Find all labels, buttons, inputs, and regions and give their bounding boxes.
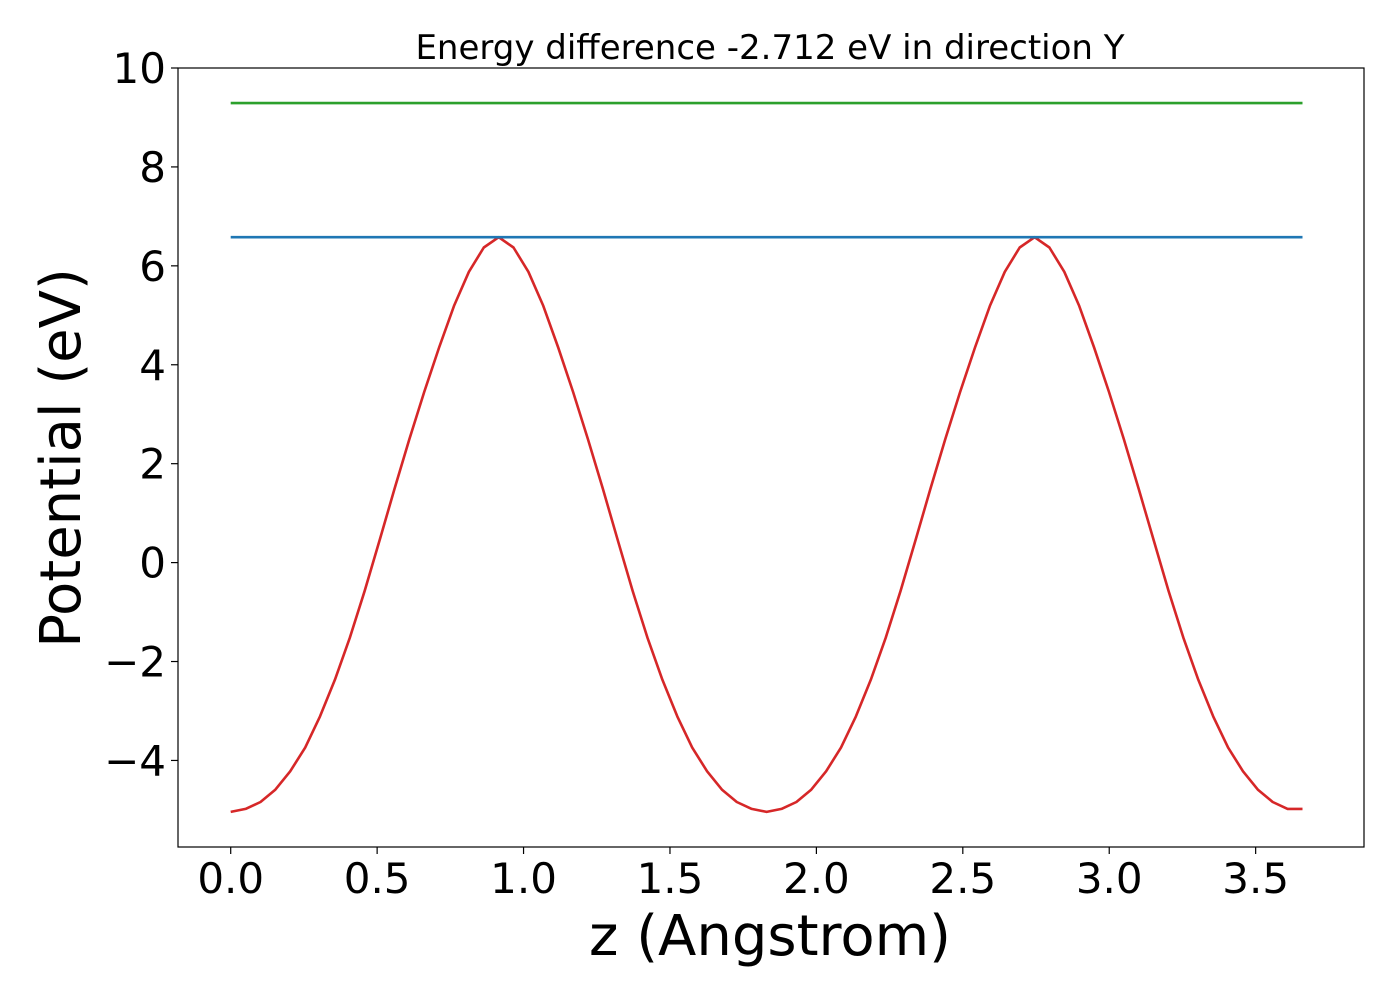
y-tick-label: 6 xyxy=(139,242,166,291)
x-tick-label: 2.0 xyxy=(783,854,850,903)
plot-frame xyxy=(177,67,1365,848)
x-tick-label: 2.5 xyxy=(929,854,996,903)
y-tick-label: 2 xyxy=(139,440,166,489)
y-tick-label: −2 xyxy=(104,638,166,687)
y-tick-label: 4 xyxy=(139,341,166,390)
y-tick-label: 8 xyxy=(139,143,166,192)
y-tick-label: 10 xyxy=(113,44,166,93)
series-layer xyxy=(230,101,1303,814)
x-axis: 0.0 0.5 1.0 1.5 2.0 2.5 3.0 3.5 xyxy=(197,847,1289,903)
x-tick-label: 1.0 xyxy=(490,854,557,903)
x-tick-label: 3.0 xyxy=(1076,854,1143,903)
y-tick-label: 0 xyxy=(139,539,166,588)
y-axis: −4 −2 0 2 4 6 8 10 xyxy=(104,44,178,785)
x-axis-label: z (Angstrom) xyxy=(589,904,951,969)
y-tick-label: −4 xyxy=(104,736,166,785)
x-tick-label: 3.5 xyxy=(1222,854,1289,903)
series-line-0 xyxy=(230,235,1303,814)
y-axis-label: Potential (eV) xyxy=(29,268,94,648)
x-tick-label: 1.5 xyxy=(637,854,704,903)
x-tick-label: 0.0 xyxy=(197,854,264,903)
chart-title: Energy difference -2.712 eV in direction… xyxy=(415,28,1124,68)
x-tick-label: 0.5 xyxy=(344,854,411,903)
